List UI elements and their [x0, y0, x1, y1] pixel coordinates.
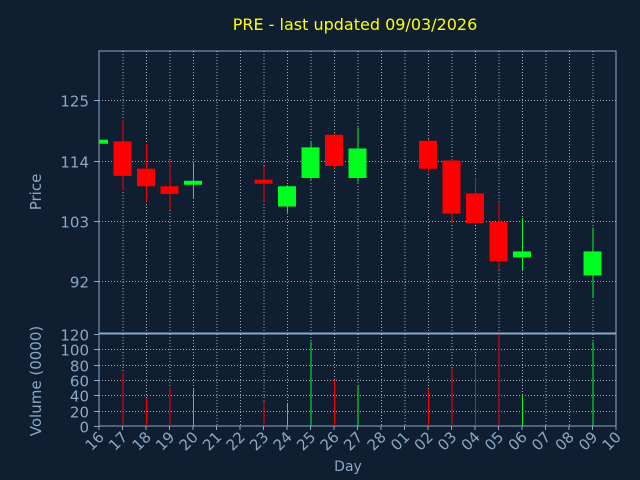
- candle-body-down: [254, 179, 273, 184]
- price-tick-label: 103: [60, 214, 89, 232]
- day-tick-label: 26: [317, 428, 343, 454]
- candle-body-up: [278, 186, 296, 207]
- price-plot-area: [98, 50, 617, 334]
- candle-body-down: [489, 221, 508, 262]
- day-tick-label: 28: [364, 428, 390, 454]
- day-tick-label: 27: [340, 428, 366, 454]
- volume-tick-label: 60: [70, 373, 89, 391]
- day-tick-label: 06: [505, 428, 531, 454]
- day-tick-label: 05: [481, 428, 507, 454]
- day-tick-label: 20: [176, 428, 202, 454]
- day-tick-label: 25: [293, 428, 319, 454]
- day-tick-label: 01: [387, 428, 413, 454]
- price-axis-label: Price: [27, 174, 45, 211]
- volume-tick-label: 20: [70, 404, 89, 422]
- price-tick-label: 114: [60, 154, 89, 172]
- candle-body-down: [113, 141, 132, 176]
- candle-body-down: [137, 168, 155, 187]
- day-tick-label: 08: [552, 428, 578, 454]
- candle-body-up: [513, 251, 531, 258]
- volume-tick-label: 100: [60, 342, 89, 360]
- volume-axis-label: Volume (0000): [27, 326, 45, 436]
- day-tick-label: 02: [411, 428, 437, 454]
- candle-body-up: [99, 139, 108, 144]
- candle-body-up: [583, 251, 602, 276]
- volume-tick-label: 120: [60, 327, 89, 345]
- day-tick-label: 18: [129, 428, 155, 454]
- candle-body-down: [160, 186, 179, 194]
- candle-body-down: [442, 160, 461, 214]
- price-tick-label: 92: [70, 274, 89, 292]
- day-tick-label: 19: [152, 428, 178, 454]
- volume-tick-label: 0: [79, 419, 89, 437]
- day-tick-label: 10: [599, 428, 625, 454]
- candle-body-up: [301, 147, 320, 179]
- day-tick-label: 04: [458, 428, 484, 454]
- day-tick-label: 17: [105, 428, 131, 454]
- day-tick-label: 09: [575, 428, 601, 454]
- candle-body-down: [466, 193, 484, 223]
- volume-tick-label: 80: [70, 358, 89, 376]
- day-tick-label: 07: [528, 428, 554, 454]
- day-tick-label: 24: [270, 428, 296, 454]
- price-tick-label: 125: [60, 93, 89, 111]
- day-tick-label: 21: [199, 428, 225, 454]
- chart-title: PRE - last updated 09/03/2026: [233, 15, 478, 34]
- day-axis-label: Day: [334, 459, 362, 475]
- volume-tick-label: 40: [70, 388, 89, 406]
- candle-body-down: [419, 140, 437, 169]
- candle-body-up: [184, 180, 202, 185]
- day-tick-label: 03: [434, 428, 460, 454]
- candle-body-down: [325, 134, 343, 166]
- day-tick-label: 22: [223, 428, 249, 454]
- candle-body-up: [348, 148, 367, 179]
- day-tick-label: 23: [246, 428, 272, 454]
